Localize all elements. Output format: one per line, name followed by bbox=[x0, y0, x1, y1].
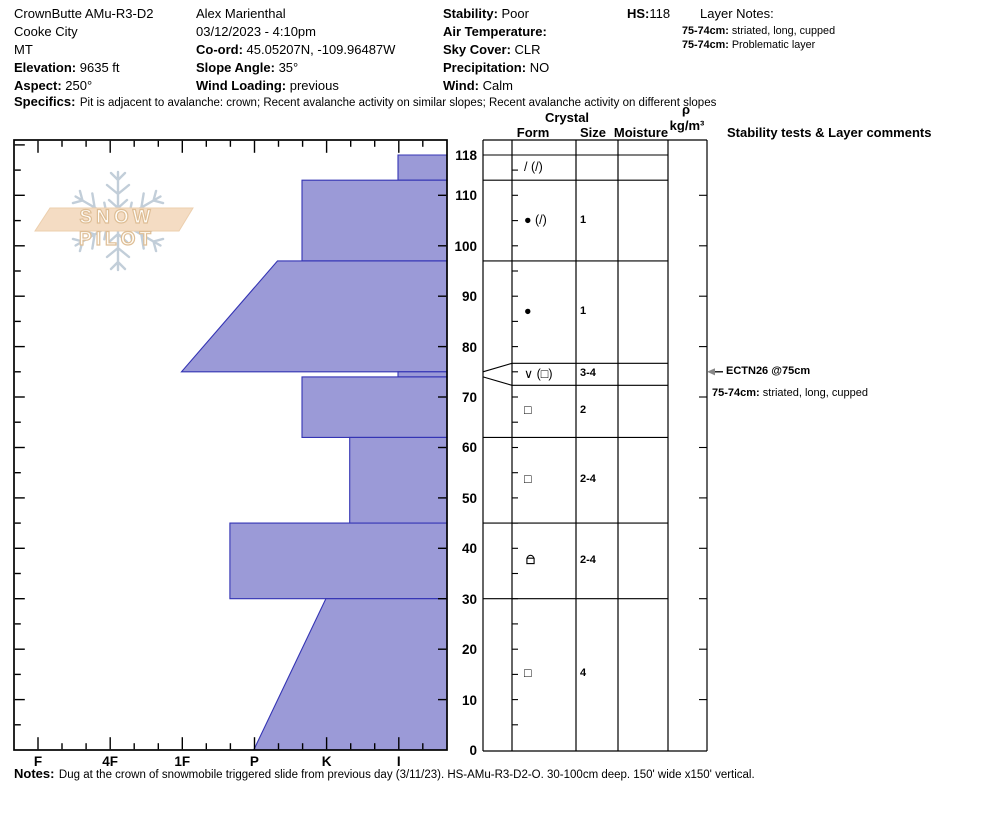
header-line: Sky Cover: CLR bbox=[443, 42, 541, 57]
test-arrow-head bbox=[707, 368, 715, 376]
header-line: Precipitation: NO bbox=[443, 60, 550, 75]
header-line: Cooke City bbox=[14, 24, 78, 39]
grain-size-value: 3-4 bbox=[580, 367, 596, 380]
notes-label: Notes: bbox=[14, 766, 55, 781]
grain-size-value: 2 bbox=[580, 404, 587, 417]
hardness-axis-label: F bbox=[33, 754, 43, 769]
depth-axis-label: 50 bbox=[461, 490, 477, 506]
hardness-axis-label: I bbox=[396, 754, 401, 769]
depth-axis-label: 10 bbox=[461, 692, 477, 708]
depth-axis-label: 40 bbox=[461, 541, 477, 557]
grain-form-symbol: □ bbox=[524, 666, 532, 681]
hs-value: 118 bbox=[649, 6, 671, 21]
header-line: Air Temperature: bbox=[443, 24, 547, 39]
hardness-axis-label: K bbox=[321, 754, 332, 769]
header-line: Co-ord: 45.05207N, -109.96487W bbox=[196, 42, 396, 57]
depth-axis-label: 60 bbox=[461, 440, 477, 456]
header-col-location: CrownButte AMu-R3-D2 Cooke City MT Elevatio… bbox=[14, 5, 153, 95]
header-line: Wind Loading: previous bbox=[196, 78, 339, 93]
depth-axis-label: 118 bbox=[455, 148, 477, 163]
header-col-weather: Stability: Poor Air Temperature: Sky Cove… bbox=[443, 5, 549, 95]
specifics-text: Pit is adjacent to avalanche: crown; Rec… bbox=[79, 97, 717, 109]
pit-header: CrownButte AMu-R3-D2 Cooke City MT Elevatio… bbox=[0, 0, 994, 110]
hs-field: HS:118 bbox=[627, 5, 670, 23]
layer-comment: 75-74cm: striated, long, cupped bbox=[712, 386, 868, 399]
grain-size-value: 2-4 bbox=[580, 473, 596, 486]
col-header-form: Form bbox=[516, 125, 550, 140]
depth-axis-label: 100 bbox=[454, 238, 477, 254]
layer-note-line: 75-74cm: striated, long, cupped bbox=[682, 25, 836, 37]
header-line: Wind: Calm bbox=[443, 78, 513, 93]
header-col-observer: Alex Marienthal 03/12/2023 - 4:10pm Co-ord… bbox=[196, 5, 395, 95]
depth-axis-label: 90 bbox=[461, 289, 477, 305]
grain-size-value: 1 bbox=[580, 305, 587, 318]
specifics-label: Specifics: bbox=[14, 94, 76, 109]
hardness-axis-label: P bbox=[249, 754, 259, 769]
header-line: Slope Angle: 35° bbox=[196, 60, 299, 75]
header-line: Stability: Poor bbox=[443, 6, 529, 21]
notes-line: Notes: Dug at the crown of snowmobile tr… bbox=[14, 765, 755, 783]
grain-form-symbol: ● bbox=[524, 304, 532, 319]
grain-form-symbol: □ bbox=[524, 472, 532, 487]
layer-notes-heading: Layer Notes: bbox=[700, 6, 774, 21]
grain-size-value: 1 bbox=[580, 213, 587, 226]
rounding-facets-icon bbox=[526, 554, 535, 565]
depth-axis-label: 0 bbox=[469, 743, 477, 758]
col-header-density-symbol: ρ bbox=[681, 102, 691, 117]
hardness-axis-label: 1F bbox=[174, 754, 191, 769]
grain-form-symbol: ● (/) bbox=[524, 212, 547, 227]
watermark-banner bbox=[34, 207, 194, 232]
hardness-axis-label: 4F bbox=[102, 754, 119, 769]
hs-label: HS: bbox=[627, 6, 650, 21]
grain-form-symbol: ∨ (□) bbox=[524, 367, 553, 382]
depth-axis-label: 20 bbox=[461, 642, 477, 658]
stability-test-result: ECTN26 @75cm bbox=[726, 364, 811, 377]
col-header-stability-tests: Stability tests & Layer comments bbox=[727, 125, 932, 140]
grain-form-symbol bbox=[524, 553, 537, 566]
col-header-size: Size bbox=[579, 125, 606, 140]
depth-axis-label: 110 bbox=[455, 188, 477, 204]
header-line: CrownButte AMu-R3-D2 bbox=[14, 6, 154, 21]
watermark-text: SNOW PILOT bbox=[78, 206, 155, 250]
layer-note-line: 75-74cm: Problematic layer bbox=[682, 39, 816, 51]
col-header-moisture: Moisture bbox=[613, 125, 669, 140]
plot-frame bbox=[13, 139, 448, 751]
header-line: Elevation: 9635 ft bbox=[14, 60, 120, 75]
depth-axis-label: 30 bbox=[461, 591, 477, 607]
grain-form-symbol: / (/) bbox=[524, 159, 543, 174]
header-line: Alex Marienthal bbox=[196, 6, 286, 21]
col-header-crystal: Crystal bbox=[544, 110, 590, 125]
notes-text: Dug at the crown of snowmobile triggered… bbox=[58, 769, 755, 781]
col-header-density-units: kg/m³ bbox=[669, 118, 705, 133]
depth-axis-label: 70 bbox=[461, 390, 477, 406]
grain-size-value: 4 bbox=[580, 667, 587, 680]
layer-notes-list: 75-74cm: striated, long, cupped 75-74cm: … bbox=[682, 24, 835, 52]
thin-layer-connector bbox=[482, 362, 513, 373]
specifics-line: Specifics: Pit is adjacent to avalanche:… bbox=[14, 93, 716, 111]
header-line: MT bbox=[14, 42, 33, 57]
thin-layer-connector bbox=[482, 376, 513, 386]
header-line: 03/12/2023 - 4:10pm bbox=[196, 24, 316, 39]
grain-form-symbol: □ bbox=[524, 403, 532, 418]
header-line: Aspect: 250° bbox=[14, 78, 93, 93]
depth-axis-label: 80 bbox=[461, 339, 477, 355]
grain-size-value: 2-4 bbox=[580, 553, 596, 566]
